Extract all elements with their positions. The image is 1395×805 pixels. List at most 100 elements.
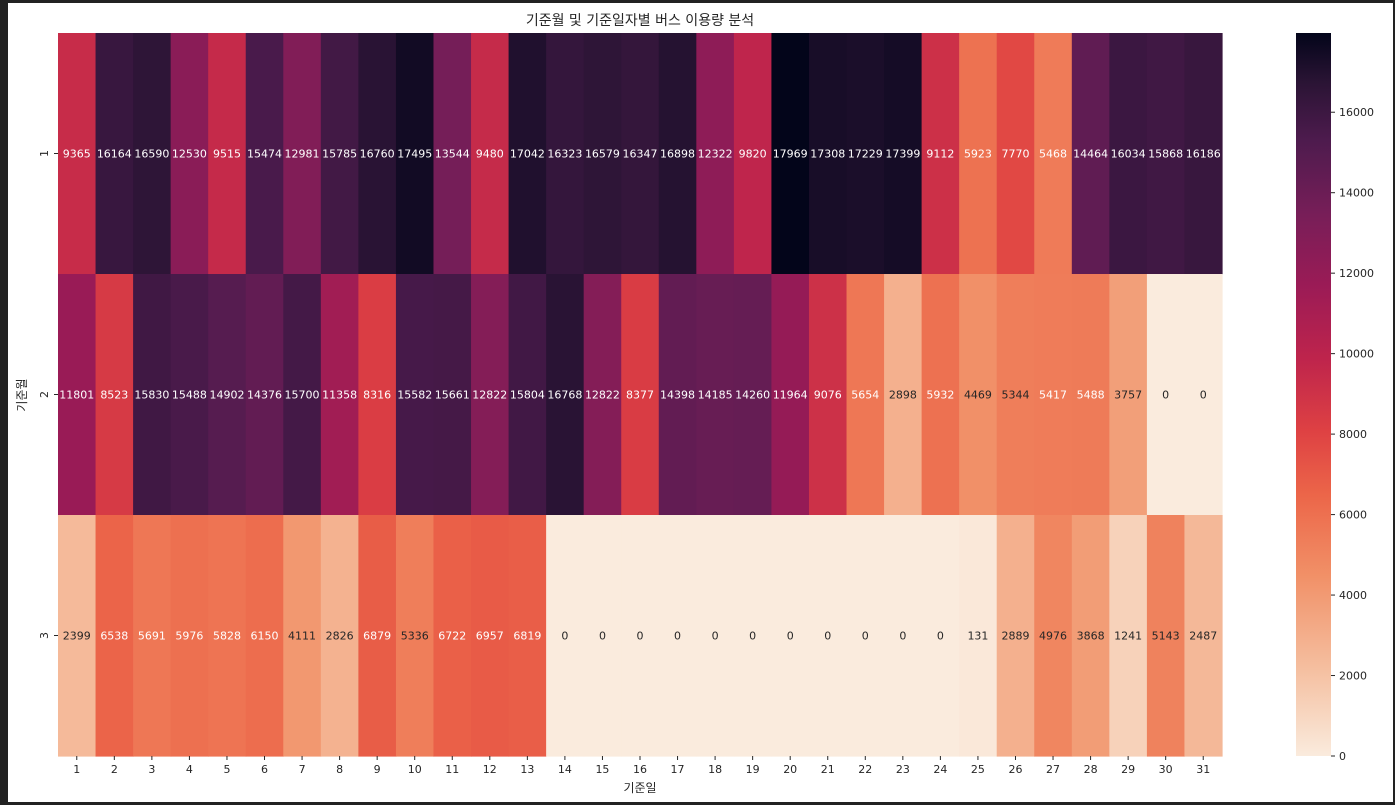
cell-value-label: 6879 (363, 630, 391, 643)
cell-value-label: 16323 (547, 148, 582, 161)
cell-value-label: 0 (561, 630, 568, 643)
cell-value-label: 16034 (1111, 148, 1146, 161)
heatmap-cell (95, 515, 134, 757)
heatmap-cell (283, 274, 322, 516)
cell-value-label: 12822 (472, 389, 507, 402)
heatmap-cell (1109, 33, 1148, 275)
x-tick-label: 16 (633, 763, 647, 776)
heatmap-cell (208, 33, 247, 275)
cell-value-label: 5654 (851, 389, 879, 402)
heatmap-cell (95, 274, 134, 516)
x-tick-label: 5 (223, 763, 230, 776)
heatmap-cell (1146, 33, 1186, 275)
x-tick-label: 24 (933, 763, 947, 776)
heatmap-cell (546, 274, 585, 516)
colorbar-tick-label: 4000 (1339, 589, 1367, 602)
cell-value-label: 6538 (100, 630, 128, 643)
heatmap-cell (621, 33, 660, 275)
heatmap-cell (621, 515, 660, 757)
cell-value-label: 17308 (810, 148, 845, 161)
heatmap-cell (846, 515, 885, 757)
heatmap-cell (996, 274, 1035, 516)
cell-value-label: 16164 (97, 148, 132, 161)
cell-value-label: 9515 (213, 148, 241, 161)
heatmap-cell (1034, 515, 1073, 757)
x-tick-label: 26 (1008, 763, 1022, 776)
x-tick-label: 19 (746, 763, 760, 776)
heatmap-cell (471, 515, 510, 757)
x-tick-label: 1 (73, 763, 80, 776)
x-tick-label: 11 (445, 763, 459, 776)
colorbar: 0 2000 4000 6000 8000 10000 12000 14000 16000 (1296, 33, 1374, 763)
heatmap-cell (358, 33, 397, 275)
cell-value-label: 5828 (213, 630, 241, 643)
cell-value-label: 15582 (397, 389, 432, 402)
cell-value-label: 2399 (63, 630, 91, 643)
cell-value-label: 6150 (251, 630, 279, 643)
cell-value-label: 15700 (285, 389, 320, 402)
cell-value-label: 16760 (360, 148, 395, 161)
cell-value-label: 5691 (138, 630, 166, 643)
cell-value-label: 11358 (322, 389, 357, 402)
heatmap-cell (959, 274, 998, 516)
heatmap-cell (320, 274, 359, 516)
cell-value-label: 17042 (510, 148, 545, 161)
cell-value-label: 5932 (926, 389, 954, 402)
cell-value-label: 6957 (476, 630, 504, 643)
cell-value-label: 17495 (397, 148, 432, 161)
cell-value-label: 0 (712, 630, 719, 643)
cell-value-label: 3757 (1114, 389, 1142, 402)
x-tick-label: 15 (595, 763, 609, 776)
y-axis-label: 기준월 (15, 378, 29, 411)
heatmap-cell (1034, 274, 1073, 516)
cell-value-label: 16590 (134, 148, 169, 161)
x-tick-label: 22 (858, 763, 872, 776)
heatmap-cell (283, 33, 322, 275)
x-tick-label: 9 (374, 763, 381, 776)
cell-value-label: 4976 (1039, 630, 1067, 643)
heatmap-cell (133, 33, 172, 275)
heatmap-cell (583, 274, 622, 516)
cell-value-label: 15868 (1148, 148, 1183, 161)
heatmap-cell (808, 515, 848, 757)
x-tick-label: 7 (299, 763, 306, 776)
cell-value-label: 9480 (476, 148, 504, 161)
cell-value-label: 2487 (1189, 630, 1217, 643)
x-tick-label: 10 (408, 763, 422, 776)
heatmap-cell (846, 33, 885, 275)
heatmap-cell (959, 33, 998, 275)
x-axis: 1 2 3 4 5 6 7 8 9 10 11 12 13 14 15 16 17 18 19 20 21 22 23 24 2… (73, 756, 1210, 776)
cell-value-label: 1241 (1114, 630, 1142, 643)
cell-value-label: 12981 (285, 148, 320, 161)
colorbar-tick-label: 8000 (1339, 428, 1367, 441)
heatmap-cell (1109, 515, 1148, 757)
heatmap-cell (996, 515, 1035, 757)
cell-value-label: 8377 (626, 389, 654, 402)
cell-value-label: 0 (637, 630, 644, 643)
y-tick-label: 1 (38, 150, 51, 157)
cell-value-label: 0 (1200, 389, 1207, 402)
cell-value-label: 5344 (1001, 389, 1029, 402)
heatmap-cell (696, 33, 735, 275)
cell-value-label: 2898 (889, 389, 917, 402)
cell-value-label: 5488 (1077, 389, 1105, 402)
colorbar-tick-label: 16000 (1339, 106, 1374, 119)
heatmap-cell (471, 33, 510, 275)
heatmap-cell (170, 274, 209, 516)
heatmap-cell (170, 515, 209, 757)
cell-value-label: 5976 (175, 630, 203, 643)
cell-value-label: 5143 (1152, 630, 1180, 643)
cell-value-label: 14185 (698, 389, 733, 402)
heatmap-cell (433, 274, 472, 516)
heatmap-cell (583, 515, 622, 757)
heatmap-cell (658, 515, 697, 757)
x-tick-label: 14 (558, 763, 572, 776)
cell-value-label: 5468 (1039, 148, 1067, 161)
heatmap-cell (546, 515, 585, 757)
heatmap-cell (1071, 515, 1110, 757)
x-tick-label: 27 (1046, 763, 1060, 776)
cell-annotations: 9365 16164 16590 12530 9515 15474 12981 15785 16… (59, 148, 1220, 643)
x-tick-label: 2 (111, 763, 118, 776)
cell-value-label: 7770 (1001, 148, 1029, 161)
chart-title: 기준월 및 기준일자별 버스 이용량 분석 (526, 13, 754, 29)
